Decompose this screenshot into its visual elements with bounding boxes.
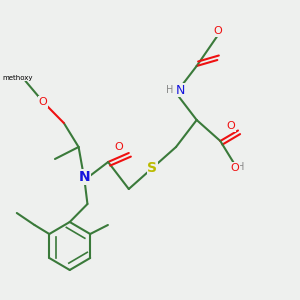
Text: O: O xyxy=(231,163,239,173)
Text: O: O xyxy=(226,121,235,131)
Text: O: O xyxy=(213,26,222,37)
Text: methoxy: methoxy xyxy=(3,75,33,81)
Text: H: H xyxy=(167,85,174,95)
Text: N: N xyxy=(79,170,90,184)
Text: H: H xyxy=(237,161,244,172)
Text: O: O xyxy=(39,97,47,107)
Text: O: O xyxy=(114,142,123,152)
Text: N: N xyxy=(176,83,185,97)
Text: S: S xyxy=(147,161,158,175)
